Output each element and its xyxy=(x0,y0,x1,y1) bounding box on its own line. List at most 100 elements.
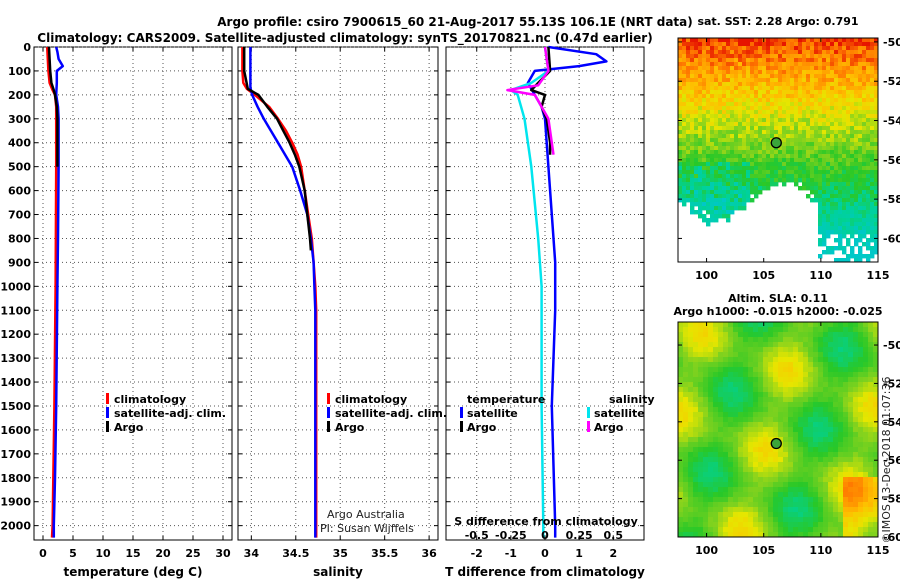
heatmap-cell xyxy=(853,352,859,358)
heatmap-cell xyxy=(862,218,867,223)
heatmap-cell xyxy=(710,118,715,123)
heatmap-cell xyxy=(848,457,854,463)
heatmap-cell xyxy=(722,114,727,119)
heatmap-cell xyxy=(838,162,843,167)
heatmap-cell xyxy=(706,90,711,95)
heatmap-cell xyxy=(778,114,783,119)
heatmap-cell xyxy=(814,38,819,43)
heatmap-cell xyxy=(710,42,715,47)
heatmap-cell xyxy=(713,397,719,403)
heatmap-cell xyxy=(688,427,694,433)
heatmap-cell xyxy=(783,362,789,368)
heatmap-cell xyxy=(858,66,863,71)
heatmap-cell xyxy=(846,150,851,155)
heatmap-cell xyxy=(782,70,787,75)
heatmap-cell xyxy=(678,392,684,398)
heatmap-cell xyxy=(722,190,727,195)
heatmap-cell xyxy=(803,397,809,403)
heatmap-cell xyxy=(718,457,724,463)
heatmap-cell xyxy=(713,357,719,363)
heatmap-cell xyxy=(842,50,847,55)
heatmap-cell xyxy=(698,142,703,147)
heatmap-cell xyxy=(874,38,879,43)
heatmap-cell xyxy=(718,114,723,119)
heatmap-cell xyxy=(868,402,874,408)
heatmap-cell xyxy=(678,502,684,508)
map-frame xyxy=(677,321,879,538)
heatmap-cell xyxy=(803,432,809,438)
heatmap-cell xyxy=(828,377,834,383)
heatmap-cell xyxy=(726,214,731,219)
heatmap-cell xyxy=(802,118,807,123)
heatmap-cell xyxy=(782,114,787,119)
heatmap-cell xyxy=(682,170,687,175)
heatmap-cell xyxy=(768,367,774,373)
heatmap-cell xyxy=(802,66,807,71)
heatmap-cell xyxy=(710,54,715,59)
heatmap-cell xyxy=(798,38,803,43)
heatmap-cell xyxy=(703,397,709,403)
heatmap-cell xyxy=(722,158,727,163)
heatmap-cell xyxy=(866,258,871,263)
secondary-x-tick-label: 0.5 xyxy=(604,529,624,542)
heatmap-cell xyxy=(718,507,724,513)
heatmap-cell xyxy=(828,452,834,458)
heatmap-cell xyxy=(770,98,775,103)
heatmap-cell xyxy=(706,118,711,123)
heatmap-cell xyxy=(826,166,831,171)
heatmap-cell xyxy=(682,70,687,75)
heatmap-cell xyxy=(713,372,719,378)
heatmap-cell xyxy=(726,74,731,79)
heatmap-cell xyxy=(783,392,789,398)
heatmap-cell xyxy=(690,158,695,163)
heatmap-cell xyxy=(843,352,849,358)
heatmap-cell xyxy=(738,46,743,51)
heatmap-cell xyxy=(806,182,811,187)
heatmap-cell xyxy=(766,170,771,175)
heatmap-cell xyxy=(742,110,747,115)
heatmap-cell xyxy=(868,532,874,538)
heatmap-cell xyxy=(738,178,743,183)
heatmap-cell xyxy=(738,94,743,99)
heatmap-cell xyxy=(848,327,854,333)
heatmap-cell xyxy=(806,130,811,135)
heatmap-cell xyxy=(794,182,799,187)
heatmap-cell xyxy=(690,206,695,211)
heatmap-cell xyxy=(770,146,775,151)
heatmap-cell xyxy=(798,502,804,508)
heatmap-cell xyxy=(843,437,849,443)
heatmap-cell xyxy=(718,162,723,167)
heatmap-cell xyxy=(788,507,794,513)
heatmap-cell xyxy=(702,130,707,135)
heatmap-cell xyxy=(738,86,743,91)
heatmap-cell xyxy=(828,327,834,333)
heatmap-cell xyxy=(714,206,719,211)
heatmap-cell xyxy=(718,527,724,533)
heatmap-cell xyxy=(808,412,814,418)
heatmap-cell xyxy=(734,142,739,147)
heatmap-cell xyxy=(788,362,794,368)
heatmap-cell xyxy=(793,467,799,473)
heatmap-cell xyxy=(702,134,707,139)
heatmap-cell xyxy=(754,46,759,51)
heatmap-cell xyxy=(713,497,719,503)
heatmap-cell xyxy=(686,126,691,131)
heatmap-cell xyxy=(734,54,739,59)
heatmap-cell xyxy=(710,154,715,159)
heatmap-cell xyxy=(733,512,739,518)
heatmap-cell xyxy=(714,38,719,43)
heatmap-cell xyxy=(698,154,703,159)
heatmap-cell xyxy=(694,134,699,139)
heatmap-cell xyxy=(850,194,855,199)
heatmap-cell xyxy=(842,98,847,103)
heatmap-cell xyxy=(794,162,799,167)
heatmap-cell xyxy=(714,138,719,143)
heatmap-cell xyxy=(714,186,719,191)
heatmap-cell xyxy=(693,497,699,503)
heatmap-cell xyxy=(738,362,744,368)
heatmap-cell xyxy=(868,382,874,388)
heatmap-cell xyxy=(754,174,759,179)
heatmap-cell xyxy=(868,412,874,418)
heatmap-cell xyxy=(822,94,827,99)
heatmap-cell xyxy=(766,94,771,99)
